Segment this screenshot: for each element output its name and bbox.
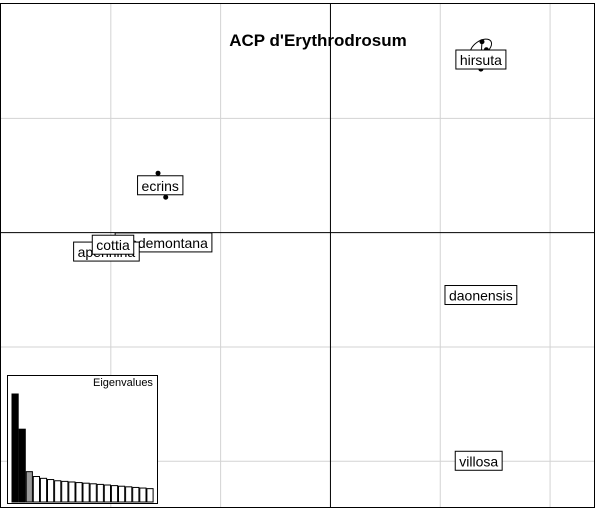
group-label: hirsuta bbox=[455, 49, 507, 70]
eigenvalue-bar bbox=[118, 485, 126, 503]
eigenvalue-bar bbox=[25, 471, 33, 503]
eigenvalues-title: Eigenvalues bbox=[93, 377, 153, 389]
chart-title: ACP d'Erythrodrosum bbox=[229, 31, 407, 50]
group-label-box bbox=[137, 175, 184, 196]
eigenvalue-bar bbox=[32, 476, 40, 503]
labels-layer: hirsutaecrinspiedemontanaapenninacottiad… bbox=[73, 49, 518, 471]
eigenvalue-bar bbox=[89, 483, 97, 503]
eigenvalue-bar bbox=[125, 486, 133, 503]
eigenvalue-bar bbox=[146, 488, 154, 503]
points-layer bbox=[155, 38, 493, 296]
data-point bbox=[163, 194, 169, 200]
group-label-text: cottia bbox=[96, 237, 130, 253]
group-label: ecrins bbox=[137, 175, 184, 196]
group-label-box bbox=[454, 450, 503, 471]
group-label: villosa bbox=[454, 450, 503, 471]
group-label-text: hirsuta bbox=[460, 52, 502, 68]
data-point bbox=[155, 170, 161, 176]
eigenvalue-bar bbox=[54, 480, 62, 503]
eigenvalue-bar bbox=[39, 477, 48, 503]
eigenvalue-bar bbox=[139, 487, 147, 503]
group-label-text: ecrins bbox=[142, 178, 179, 194]
group-label: daonensis bbox=[444, 285, 518, 306]
eigenvalue-bar bbox=[103, 484, 112, 503]
group-label-box bbox=[91, 234, 135, 255]
eigenvalue-bar bbox=[132, 486, 140, 503]
group-label-box bbox=[444, 285, 518, 306]
eigenvalue-bar bbox=[110, 485, 119, 503]
group-label-box bbox=[455, 49, 507, 70]
group-label-text: daonensis bbox=[449, 288, 513, 304]
eigenvalues-inset: Eigenvalues bbox=[7, 375, 158, 504]
eigenvalue-bar bbox=[11, 393, 19, 503]
eigenvalue-bar bbox=[61, 480, 69, 503]
group-label-text: piedemontana bbox=[119, 235, 208, 251]
eigenvalue-bar bbox=[18, 428, 26, 503]
eigenvalue-bar bbox=[82, 482, 90, 503]
plot-frame bbox=[0, 3, 595, 508]
eigenvalue-bar bbox=[68, 481, 76, 503]
eigenvalue-bar bbox=[96, 483, 104, 503]
axes-layer bbox=[1, 4, 594, 507]
group-label-text: villosa bbox=[459, 453, 498, 469]
eigenvalue-bar bbox=[47, 479, 55, 503]
eigenvalue-bar bbox=[75, 482, 83, 503]
group-label: cottia bbox=[91, 234, 135, 255]
